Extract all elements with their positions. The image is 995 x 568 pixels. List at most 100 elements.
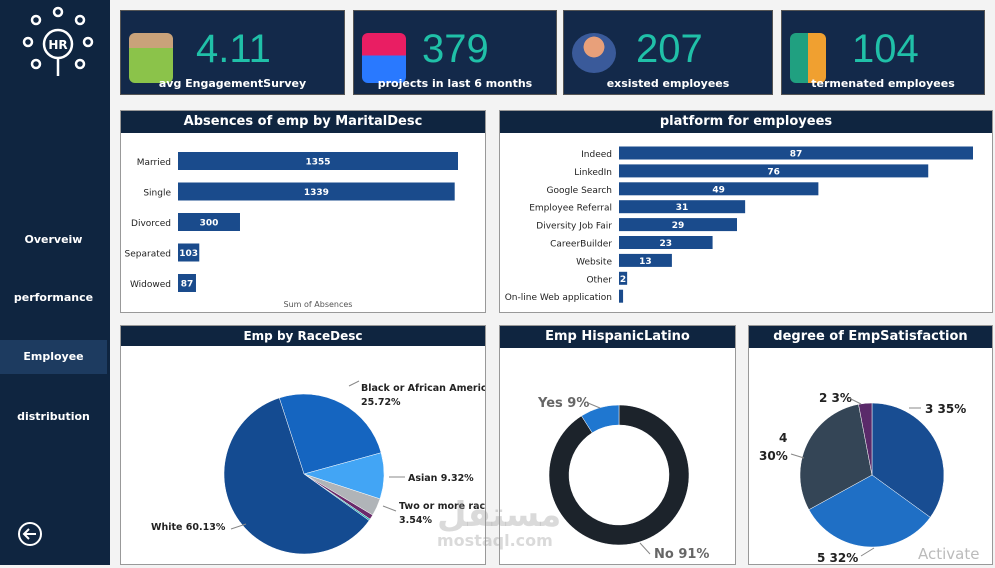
pie-slice bbox=[581, 404, 620, 434]
svg-text:HR: HR bbox=[48, 38, 67, 52]
bar-category-label: On-line Web application bbox=[505, 293, 612, 303]
chart-title: Emp HispanicLatino bbox=[500, 326, 735, 348]
bar-category-label: Diversity Job Fair bbox=[536, 222, 612, 232]
leader-line bbox=[587, 402, 601, 409]
pie-slice bbox=[858, 402, 873, 476]
bar bbox=[619, 146, 973, 160]
pie-slice bbox=[799, 403, 873, 511]
bar-data-label: 31 bbox=[676, 203, 689, 213]
chart-title: platform for employees bbox=[500, 111, 992, 133]
bar-data-label: 23 bbox=[660, 239, 673, 249]
bar-category-label: Other bbox=[586, 275, 612, 285]
activate-watermark: Activate bbox=[918, 545, 980, 563]
bar-category-label: Widowed bbox=[130, 280, 171, 290]
absences-chart-panel: Absences of emp by MaritalDesc Married 13… bbox=[120, 110, 486, 313]
leader-line bbox=[860, 547, 875, 557]
bar-data-label: 13 bbox=[639, 257, 652, 267]
slice-label: Black or African American bbox=[361, 383, 485, 394]
bar bbox=[619, 218, 737, 232]
satisfaction-pie-chart: 3 35% 5 32% 4 30% 2 3% bbox=[759, 391, 966, 565]
slice-label: 30% bbox=[759, 449, 788, 463]
bar-data-label: 1355 bbox=[305, 158, 330, 168]
leader-line bbox=[790, 453, 805, 459]
bar-data-label: 87 bbox=[181, 280, 194, 290]
kpi-engagement: 4.11 avg EngagementSurvey bbox=[120, 10, 345, 95]
bar-data-label: 87 bbox=[790, 150, 803, 160]
bar-category-label: Separated bbox=[125, 250, 171, 260]
bar-data-label: 2 bbox=[620, 275, 626, 285]
leader-line bbox=[348, 380, 360, 387]
leaving-employee-icon bbox=[790, 33, 826, 83]
bar bbox=[619, 253, 672, 267]
bar bbox=[619, 164, 929, 178]
slice-label: Two or more races bbox=[399, 501, 485, 512]
bar bbox=[619, 200, 746, 214]
platform-chart-panel: platform for employees Indeed 87 LinkedIn 7… bbox=[499, 110, 993, 313]
x-axis-title: Sum of Absences bbox=[284, 300, 353, 309]
bar-category-label: Employee Referral bbox=[529, 204, 612, 214]
slice-value: 25.72% bbox=[361, 397, 401, 408]
watermark-latin: mostaql.com bbox=[437, 531, 553, 550]
leader-line bbox=[382, 505, 397, 512]
bar-data-label: 49 bbox=[712, 185, 725, 195]
bar bbox=[178, 182, 455, 201]
pie-slice bbox=[871, 402, 945, 518]
kpi-projects: 379 projects in last 6 months bbox=[353, 10, 557, 95]
hispanic-chart-panel: Emp HispanicLatino Yes 9% No 91% bbox=[499, 325, 736, 565]
slice-label: 5 32% bbox=[817, 551, 858, 564]
slice-label: 4 bbox=[779, 431, 787, 445]
pie-slice bbox=[223, 397, 370, 555]
bar-data-label: 1339 bbox=[304, 188, 329, 198]
nav-distribution[interactable]: distribution bbox=[17, 410, 90, 423]
bar-category-label: Website bbox=[576, 257, 612, 267]
pie-slice bbox=[808, 474, 931, 548]
back-arrow-icon[interactable] bbox=[17, 521, 43, 547]
kpi-existing: 207 exsisted employees bbox=[563, 10, 773, 95]
race-chart-panel: Emp by RaceDesc Black or African America… bbox=[120, 325, 500, 565]
bar-data-label: 29 bbox=[672, 221, 685, 231]
bar-category-label: Google Search bbox=[546, 186, 612, 196]
satisfaction-chart-panel: degree of EmpSatisfaction 3 35% 5 32% 4 30%… bbox=[748, 325, 993, 565]
bar-category-label: Divorced bbox=[131, 219, 171, 229]
bar-data-label: 300 bbox=[200, 219, 219, 229]
slice-label: No 91% bbox=[654, 547, 709, 562]
leader-line bbox=[230, 523, 247, 530]
slice-label: Yes 9% bbox=[537, 396, 589, 411]
slice-label: White 60.13% bbox=[151, 522, 226, 533]
bar bbox=[619, 182, 819, 196]
slice-label: Asian 9.32% bbox=[408, 473, 474, 484]
kpi-value: 104 bbox=[852, 27, 919, 71]
platform-bar-chart: Indeed 87 LinkedIn 76 Google Search 49 Employe… bbox=[505, 146, 973, 303]
leader-line bbox=[848, 397, 862, 405]
bar-data-label: 76 bbox=[767, 167, 780, 177]
pie-slice bbox=[548, 404, 690, 546]
kpi-value: 4.11 bbox=[196, 27, 271, 71]
nav-employee[interactable]: Employee bbox=[0, 340, 107, 374]
pie-slice bbox=[278, 393, 382, 475]
bar-data-label: 103 bbox=[179, 249, 198, 259]
chart-title: Emp by RaceDesc bbox=[121, 326, 485, 346]
employees-group-icon bbox=[572, 33, 616, 73]
hr-logo-icon: HR bbox=[22, 6, 94, 76]
bar-category-label: Single bbox=[143, 189, 171, 199]
kpi-label: projects in last 6 months bbox=[377, 77, 533, 90]
nav-overview[interactable]: Overveiw bbox=[24, 233, 83, 246]
bar-category-label: Married bbox=[137, 158, 171, 168]
sidebar: HR Overveiw performance Employee distrib… bbox=[0, 0, 110, 565]
bar-category-label: CareerBuilder bbox=[550, 240, 612, 250]
kpi-terminated: 104 termenated employees bbox=[781, 10, 985, 95]
bar-category-label: LinkedIn bbox=[574, 168, 612, 178]
bar bbox=[178, 243, 200, 262]
watermark: مستقل mostaql.com bbox=[437, 498, 561, 550]
bar-category-label: Indeed bbox=[581, 150, 612, 160]
bar bbox=[619, 289, 624, 303]
absences-bar-chart: Married 1355 Single 1339 Divorced 300 Separate… bbox=[125, 152, 458, 309]
slice-value: 3.54% bbox=[399, 515, 432, 526]
engineer-project-icon bbox=[362, 33, 406, 83]
nav-performance[interactable]: performance bbox=[13, 291, 94, 304]
employee-survey-icon bbox=[129, 33, 173, 83]
bar bbox=[619, 271, 628, 285]
race-pie-chart: Black or African American 25.72% Asian 9.3… bbox=[151, 380, 500, 555]
hispanic-donut-chart: Yes 9% No 91% bbox=[537, 396, 709, 562]
kpi-label: termenated employees bbox=[811, 77, 955, 90]
